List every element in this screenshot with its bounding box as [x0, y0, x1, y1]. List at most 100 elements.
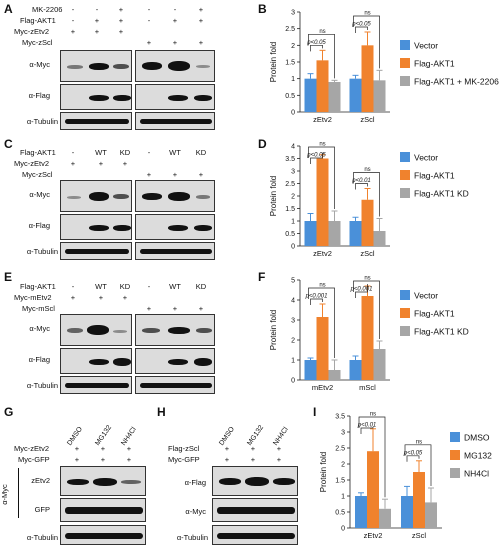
y-tick-label: 1.5 [335, 478, 345, 485]
row-label: Flag-zScl [168, 444, 200, 453]
chart-b: 0 0.5 1 1.5 2 2.5 3 Protein fold zEtv2 p<0.05 ns zS… [269, 10, 499, 125]
row-label: Myc-zEtv2 [14, 159, 50, 168]
y-tick-label: 0.5 [335, 510, 345, 517]
lane-mark: + [118, 5, 124, 14]
significance-bracket [358, 416, 386, 498]
lane-mark: + [250, 444, 256, 453]
significance-label: ns [364, 167, 370, 173]
lane-mark: + [94, 27, 100, 36]
y-tick-label: 0.5 [285, 93, 295, 100]
antibody-label: GFP [34, 505, 50, 514]
significance-label: ns [370, 412, 376, 418]
legend-label: MG132 [464, 451, 492, 461]
bar [349, 360, 362, 380]
y-tick-label: 0 [291, 110, 295, 117]
significance-bracket [353, 280, 380, 339]
legend-swatch [450, 468, 460, 478]
y-tick-label: 0 [291, 378, 295, 385]
lane-mark: WT [169, 148, 181, 157]
y-tick-label: 2 [291, 43, 295, 50]
legend-label: Flag-AKT1 KD [414, 189, 469, 199]
lane-mark: - [147, 5, 151, 14]
lane-mark: + [118, 16, 124, 25]
y-axis-label: Protein fold [269, 310, 278, 350]
panel-label-a: A [4, 2, 13, 16]
blot-tubulin-right [135, 376, 215, 394]
blot-tubulin [212, 525, 298, 545]
bar [304, 78, 317, 112]
significance-bracket [406, 455, 420, 462]
x-tick-label: mEtv2 [312, 383, 333, 392]
legend-label: Flag-AKT1 KD [414, 327, 469, 337]
significance-label: ns [364, 11, 370, 17]
x-tick-label: zScl [412, 531, 427, 540]
bar [316, 317, 329, 380]
x-tick-label: zScl [360, 115, 375, 124]
significance-bracket [310, 152, 323, 164]
lane-mark: + [198, 170, 204, 179]
y-tick-label: 4 [291, 298, 295, 305]
lane-mark: + [198, 304, 204, 313]
bar [401, 496, 413, 528]
antibody-label: α-Tubulin [26, 533, 58, 542]
group-label: α-Myc [0, 484, 9, 505]
y-tick-label: 2 [291, 338, 295, 345]
chart-f: 0 1 2 3 4 5 Protein fold mEtv2 p<0.001 ns mScl p<0.… [269, 276, 469, 393]
bar [304, 360, 317, 380]
lane-mark: + [100, 455, 106, 464]
bar [367, 451, 379, 528]
lane-mark: + [198, 5, 204, 14]
lane-mark: - [95, 5, 99, 14]
bar [316, 158, 329, 246]
lane-mark: + [146, 304, 152, 313]
bar [373, 80, 386, 112]
legend-label: NH4Cl [464, 469, 489, 479]
legend-swatch [400, 40, 410, 50]
chart-i: 0 0.5 1 1.5 2 2.5 3 3.5 Protein fold zEtv2 p<0.01 n… [319, 412, 492, 541]
y-tick-label: 2.5 [335, 446, 345, 453]
lane-mark: KD [195, 148, 207, 157]
blot-myc-left [60, 314, 132, 346]
blot-tubulin-right [135, 112, 215, 130]
blot-tubulin [60, 525, 146, 545]
lane-mark: - [71, 5, 75, 14]
lane-mark: + [172, 170, 178, 179]
panel-label-h: H [157, 405, 166, 419]
panel-label-b: B [258, 2, 267, 16]
lane-mark: + [224, 455, 230, 464]
blot-myc-left [60, 180, 132, 212]
significance-bracket [355, 183, 368, 190]
legend-swatch [400, 188, 410, 198]
lane-mark: + [70, 159, 76, 168]
bar [304, 221, 317, 246]
lane-mark: + [70, 293, 76, 302]
significance-label: p<0.001 [350, 287, 373, 293]
lane-mark: + [224, 444, 230, 453]
row-label: Myc-zEtv2 [14, 27, 50, 36]
lane-mark: + [118, 27, 124, 36]
legend-label: Flag-AKT1 [414, 59, 455, 69]
blot-tubulin-left [60, 112, 132, 130]
lane-mark: WT [169, 282, 181, 291]
lane-mark: - [71, 282, 75, 291]
lane-mark: + [172, 38, 178, 47]
legend-label: DMSO [464, 433, 490, 443]
row-label: MK-2206 [32, 5, 63, 14]
significance-bracket [404, 444, 432, 486]
significance-label: ns [319, 283, 325, 289]
antibody-label: α-Myc [29, 190, 50, 199]
x-tick-label: mScl [359, 383, 376, 392]
antibody-label: α-Flag [28, 221, 50, 230]
significance-label: p<0.05 [403, 450, 423, 456]
significance-label: p<0.01 [351, 178, 371, 184]
bar [328, 221, 341, 246]
legend-swatch [400, 76, 410, 86]
antibody-label: α-Flag [28, 91, 50, 100]
blot-myc-right [135, 180, 215, 212]
lane-mark: + [250, 455, 256, 464]
lane-mark: + [172, 16, 178, 25]
significance-bracket [308, 287, 335, 358]
row-label: Myc-GFP [18, 455, 50, 464]
y-tick-label: 1 [291, 219, 295, 226]
antibody-label: α-Tubulin [176, 533, 208, 542]
